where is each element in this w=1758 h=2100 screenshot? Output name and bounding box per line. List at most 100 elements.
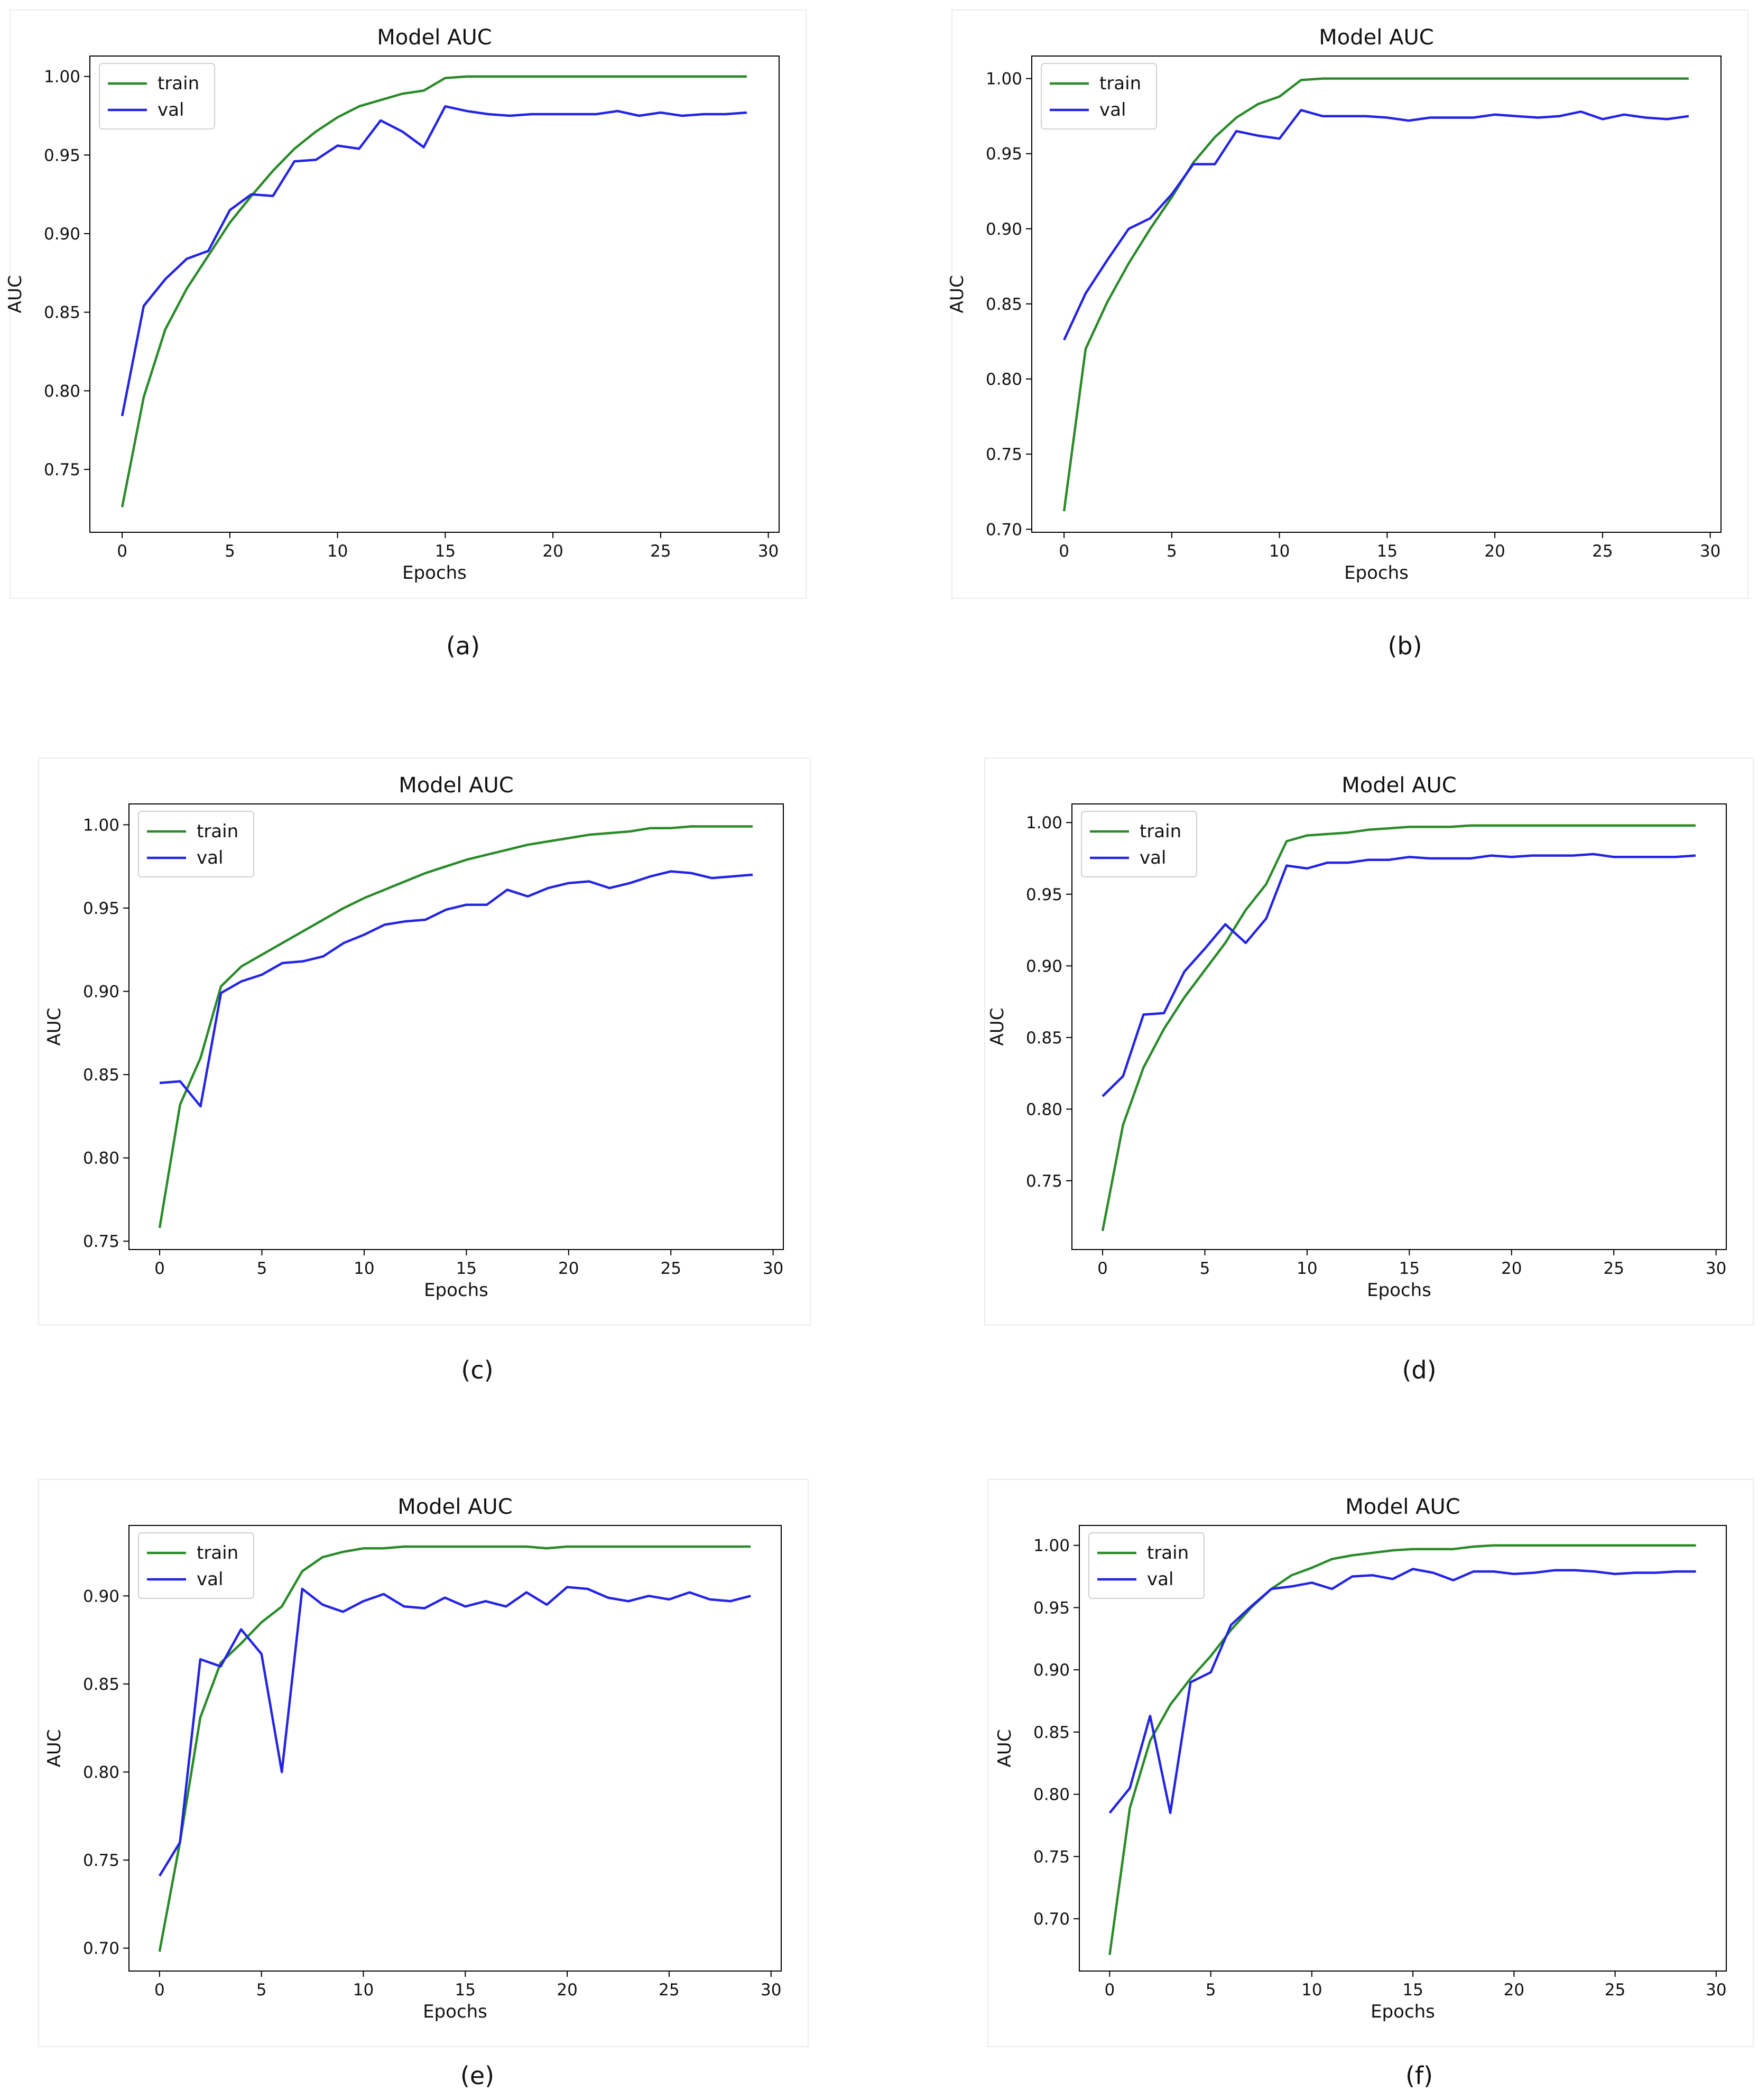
y-tick-label: 0.90 (1033, 1661, 1070, 1680)
legend-label-train: train (197, 1542, 238, 1564)
series-line-train (158, 825, 753, 1228)
chart-title: Model AUC (1319, 25, 1433, 50)
x-tick-label: 10 (1269, 542, 1290, 561)
legend-label-train: train (1147, 1542, 1189, 1564)
plot-frame (1031, 55, 1722, 533)
y-axis-label: AUC (44, 1729, 65, 1768)
series-line-val (159, 870, 753, 1108)
y-tick-label: 0.75 (1026, 1172, 1062, 1191)
y-tick-label: 1.00 (1033, 1537, 1070, 1556)
y-tick-label: 1.00 (986, 70, 1022, 89)
caption-a: (a) (446, 632, 480, 660)
plot-frame (1079, 1525, 1727, 1972)
legend-label-val: val (1099, 99, 1126, 121)
y-tick-label: 0.90 (83, 983, 119, 1002)
x-tick-label: 0 (154, 1981, 165, 2000)
panel-d: Model AUC 0 5 10 15 20 25 30 0.75 0.80 0.85 0.90 0.9… (984, 757, 1754, 1326)
chart-svg: Model AUC 0 5 10 15 20 25 30 0.70 0.75 0.80 0.85 0.9… (947, 25, 1722, 584)
caption-e: (e) (460, 2061, 495, 2090)
y-tick-label: 0.95 (1026, 885, 1062, 904)
x-tick-label: 5 (256, 1981, 267, 2000)
chart-title: Model AUC (1345, 1495, 1460, 1519)
x-tick-label: 25 (650, 542, 671, 561)
y-tick-label: 0.75 (44, 460, 80, 479)
x-tick-label: 30 (763, 1259, 783, 1278)
x-tick-label: 5 (1200, 1259, 1210, 1278)
y-axis-label: AUC (994, 1729, 1015, 1768)
x-tick-label: 25 (659, 1981, 679, 2000)
x-tick-label: 30 (1700, 542, 1720, 561)
panel-f: Model AUC 0 5 10 15 20 25 30 0.70 0.75 0.80 0.85 0.9… (987, 1479, 1754, 2047)
caption-b: (b) (1387, 632, 1422, 660)
legend-box (99, 63, 215, 129)
panel-a: Model AUC 0 5 10 15 20 25 30 0.75 0.80 0.85 0.90 0.9… (5, 10, 807, 599)
x-tick-label: 10 (327, 542, 348, 561)
x-tick-label: 5 (1167, 542, 1177, 561)
x-tick-label: 25 (1605, 1981, 1625, 2000)
x-tick-label: 15 (1402, 1981, 1423, 2000)
y-tick-label: 0.90 (1026, 957, 1062, 976)
plot-frame (1071, 803, 1727, 1250)
x-tick-label: 20 (1484, 542, 1505, 561)
chart-svg: Model AUC 0 5 10 15 20 25 30 0.75 0.80 0.85 0.90 0.9… (987, 773, 1727, 1301)
y-tick-label: 1.00 (83, 816, 119, 835)
chart-title: Model AUC (399, 773, 513, 798)
chart-title: Model AUC (1341, 773, 1456, 798)
y-tick-label: 0.90 (44, 225, 80, 244)
legend-label-val: val (1140, 847, 1166, 868)
y-tick-label: 0.75 (986, 445, 1022, 464)
x-tick-label: 0 (1097, 1259, 1108, 1278)
caption-d: (d) (1402, 1356, 1437, 1384)
x-tick-label: 5 (225, 542, 235, 561)
x-axis-label: Epochs (1371, 2001, 1435, 2022)
y-axis-label: AUC (5, 275, 26, 313)
x-tick-label: 30 (1706, 1259, 1726, 1278)
y-tick-label: 1.00 (44, 68, 80, 87)
legend-box (138, 811, 254, 877)
y-tick-label: 0.70 (1033, 1910, 1070, 1929)
y-tick-label: 0.85 (1026, 1029, 1062, 1048)
legend-label-val: val (1147, 1569, 1173, 1590)
x-tick-label: 10 (1301, 1981, 1322, 2000)
chart-svg: Model AUC 0 5 10 15 20 25 30 0.75 0.80 0.85 0.90 0.9… (5, 25, 780, 584)
legend-box (138, 1532, 254, 1599)
x-axis-label: Epochs (1367, 1280, 1431, 1301)
x-tick-label: 10 (353, 1981, 374, 2000)
x-tick-label: 10 (1297, 1259, 1317, 1278)
series-line-train (1062, 77, 1689, 512)
y-tick-label: 0.85 (986, 295, 1022, 314)
x-tick-label: 20 (557, 1981, 577, 2000)
y-tick-label: 0.85 (1033, 1723, 1070, 1742)
series-line-val (121, 105, 747, 417)
x-axis-label: Epochs (1344, 562, 1409, 584)
panel-e: Model AUC 0 5 10 15 20 25 30 0.70 0.75 0.80 0.85 0.9… (38, 1479, 809, 2047)
x-tick-label: 0 (1059, 542, 1069, 561)
chart-svg: Model AUC 0 5 10 15 20 25 30 0.75 0.80 0.85 0.90 0.9… (44, 773, 784, 1301)
x-axis-label: Epochs (423, 2001, 487, 2022)
x-tick-label: 5 (257, 1259, 267, 1278)
y-tick-label: 0.95 (1033, 1598, 1070, 1617)
y-axis-label: AUC (44, 1008, 65, 1046)
series-line-train (1101, 824, 1696, 1232)
legend-label-val: val (197, 1569, 223, 1590)
caption-c: (c) (461, 1356, 494, 1384)
x-tick-label: 30 (758, 542, 779, 561)
y-tick-label: 0.80 (986, 370, 1022, 389)
x-tick-label: 20 (558, 1259, 579, 1278)
x-tick-label: 15 (455, 1981, 476, 2000)
caption-f: (f) (1405, 2061, 1433, 2090)
series-line-val (158, 1586, 751, 1877)
y-tick-label: 0.95 (44, 146, 80, 165)
y-tick-label: 0.70 (83, 1939, 119, 1958)
series-line-val (1063, 109, 1689, 341)
x-tick-label: 15 (456, 1259, 477, 1278)
panel-c: Model AUC 0 5 10 15 20 25 30 0.75 0.80 0.85 0.90 0.9… (38, 757, 811, 1326)
y-tick-label: 0.75 (83, 1232, 119, 1251)
y-tick-label: 0.80 (83, 1763, 119, 1782)
legend-label-train: train (1140, 821, 1181, 842)
legend-label-val: val (197, 847, 223, 868)
y-tick-label: 0.85 (44, 303, 80, 322)
y-tick-label: 0.80 (1026, 1100, 1062, 1119)
x-tick-label: 0 (117, 542, 127, 561)
x-tick-label: 25 (660, 1259, 681, 1278)
